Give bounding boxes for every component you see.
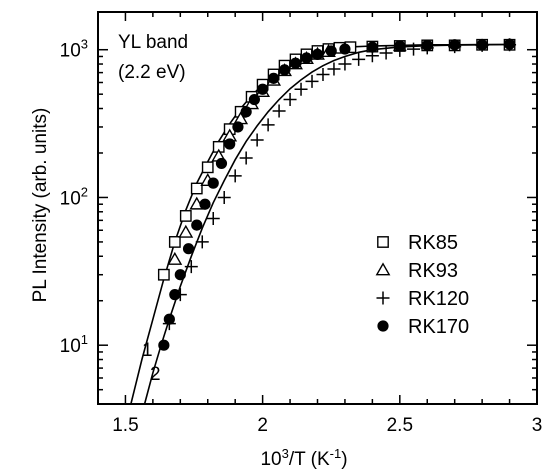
y-tick-label: 103 [60,37,88,62]
legend-label-rk85: RK85 [408,232,458,254]
legend-marker-rk120 [376,291,390,305]
point-rk170 [191,219,203,231]
point-rk120 [283,93,297,107]
point-rk170 [232,121,244,133]
point-rk120 [305,74,319,88]
point-rk120 [195,235,209,249]
y-tick-label: 102 [60,184,88,209]
point-rk120 [338,57,352,71]
point-rk120 [250,133,264,147]
point-rk120 [379,46,393,60]
point-rk170 [503,38,516,50]
point-rk120 [272,104,286,118]
point-rk170 [394,40,406,52]
legend-marker-rk85 [377,236,389,248]
legend-marker-rk93 [375,262,391,276]
point-rk93 [167,251,183,265]
point-rk120 [228,169,242,183]
x-tick-label: 1.5 [112,415,138,436]
legend-label-rk120: RK120 [408,288,469,310]
x-axis-title-base: 10 [260,449,281,470]
point-rk170 [257,83,269,95]
point-rk85 [201,161,214,174]
y-axis-title: PL Intensity (arb. units) [30,108,51,303]
point-rk170 [163,313,175,325]
point-rk170 [248,93,260,106]
legend: RK85 RK93 RK120 RK170 [375,232,469,338]
point-rk170 [476,39,488,51]
point-rk120 [352,52,366,66]
point-rk93 [178,224,194,238]
point-rk120 [239,151,253,165]
point-rk170 [207,177,219,189]
fit-label-2: 2 [150,364,161,385]
point-rk170 [449,39,461,51]
legend-marker-rk170 [377,320,389,332]
x-axis-title-exp: 3 [282,446,289,461]
point-rk170 [182,243,195,255]
point-rk85 [190,182,203,195]
x-axis-title-end: ) [341,449,347,470]
point-rk170 [240,106,252,118]
x-tick-label: 2 [257,415,268,436]
point-rk85 [157,268,170,281]
data-points-group [157,38,517,351]
point-rk170 [215,157,228,170]
legend-label-rk93: RK93 [408,260,458,282]
point-rk120 [294,82,308,96]
point-rk120 [407,42,421,56]
point-rk170 [311,48,324,60]
point-rk85 [168,236,181,248]
point-rk170 [174,269,186,281]
point-rk170 [158,339,170,351]
point-rk170 [366,41,378,53]
fit-label-1: 1 [142,340,153,361]
point-rk170 [421,39,433,51]
x-axis-title-exp2: -1 [330,446,342,461]
point-rk170 [169,289,181,301]
point-rk120 [316,67,330,81]
fit-curve-1 [130,43,510,404]
point-rk120 [206,212,220,226]
point-rk170 [199,198,211,210]
point-rk120 [327,62,341,76]
point-rk170 [325,45,337,57]
point-rk170 [339,43,351,55]
legend-label-rk170: RK170 [408,316,469,338]
point-rk120 [184,260,198,274]
point-rk120 [261,118,275,132]
point-rk85 [179,210,192,222]
point-rk170 [300,52,313,64]
point-rk170 [268,72,280,84]
x-axis-title-mid: /T (K [289,449,330,470]
axes-group: 1.5 2 2.5 3 101 102 103 [60,11,543,436]
x-axis-title: 103/T (K-1) [260,446,347,470]
point-rk170 [224,138,236,150]
fit-curves-group [130,43,510,404]
y-tick-label: 101 [60,332,88,357]
x-tick-label: 2.5 [387,415,413,436]
point-rk170 [278,64,291,76]
point-rk170 [289,57,302,69]
annotation-band-name: YL band [118,32,188,53]
annotation-band-energy: (2.2 eV) [118,62,186,83]
point-rk120 [217,190,231,204]
x-tick-label: 3 [532,415,543,436]
